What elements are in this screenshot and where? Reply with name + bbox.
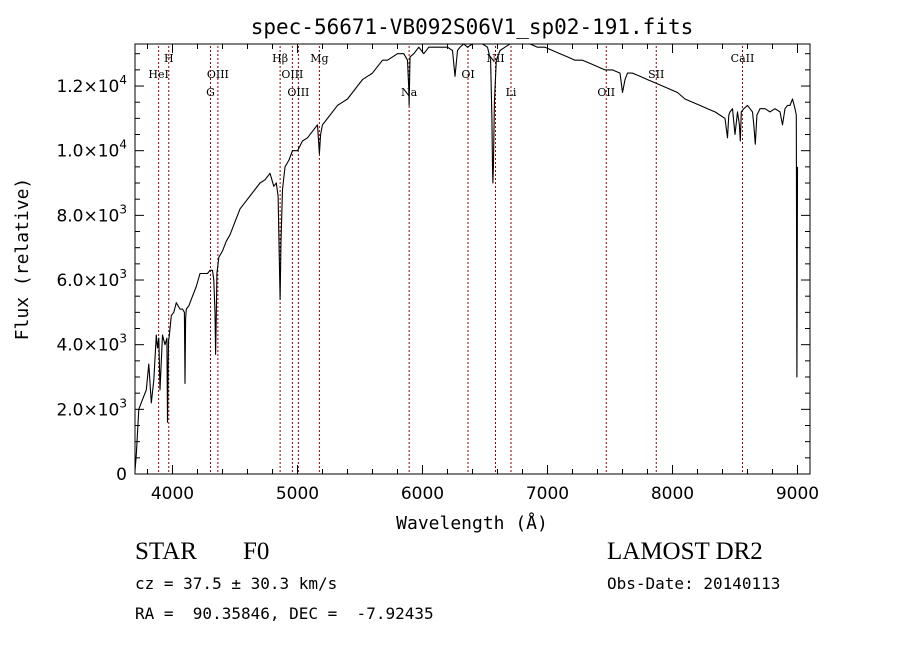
y-tick-label: 6.0×103: [56, 267, 127, 291]
y-axis-label: Flux (relative): [12, 178, 33, 341]
spectral-type: F0: [243, 538, 270, 565]
y-tick-label: 0: [116, 465, 127, 485]
y-tick-label: 8.0×103: [56, 202, 127, 226]
spectrum-line: [134, 43, 799, 471]
line-marker-label: G: [206, 86, 215, 99]
line-marker-label: HeI: [148, 68, 168, 81]
y-axis: 0 2.0×103 4.0×103 6.0×103 8.0×103 1.0×104 1.2×…: [56, 53, 810, 485]
y-tick-label: 4.0×103: [56, 332, 127, 356]
line-marker-label: SII: [648, 68, 664, 81]
line-marker-label: H: [164, 52, 174, 65]
line-marker-label: Hβ: [272, 52, 288, 65]
line-marker-label: Li: [506, 86, 517, 99]
x-tick-label: 5000: [276, 484, 319, 504]
line-marker-label: OII: [597, 86, 615, 99]
x-tick-label: 9000: [776, 484, 819, 504]
line-marker-label: CaII: [731, 52, 755, 65]
obs-date: Obs-Date: 20140113: [607, 574, 781, 593]
y-tick-label: 2.0×103: [56, 396, 127, 420]
x-tick-label: 7000: [526, 484, 569, 504]
cz-value: cz = 37.5 ± 30.3 km/s: [135, 574, 338, 593]
line-marker-label: OIII: [287, 86, 309, 99]
y-tick-label: 1.2×104: [56, 73, 127, 97]
x-tick-label: 4000: [151, 484, 194, 504]
line-marker-label: OIII: [207, 68, 229, 81]
x-axis-label: Wavelength (Å): [396, 512, 548, 534]
x-axis: 4000 5000 6000 7000 8000 9000: [147, 44, 819, 504]
coordinates: RA = 90.35846, DEC = -7.92435: [135, 604, 434, 623]
spectrum-series: [134, 43, 799, 471]
x-tick-label: 8000: [651, 484, 694, 504]
line-marker-label: OIII: [281, 68, 303, 81]
plot-frame: [134, 43, 811, 475]
chart-title: spec-56671-VB092S06V1_sp02-191.fits: [251, 15, 694, 39]
y-tick-label: 1.0×104: [56, 138, 127, 162]
survey-label: LAMOST DR2: [607, 538, 763, 565]
line-marker-label: OI: [461, 68, 474, 81]
x-tick-label: 6000: [401, 484, 444, 504]
star-label: STAR: [135, 538, 197, 565]
line-marker-label: Mg: [310, 52, 328, 65]
